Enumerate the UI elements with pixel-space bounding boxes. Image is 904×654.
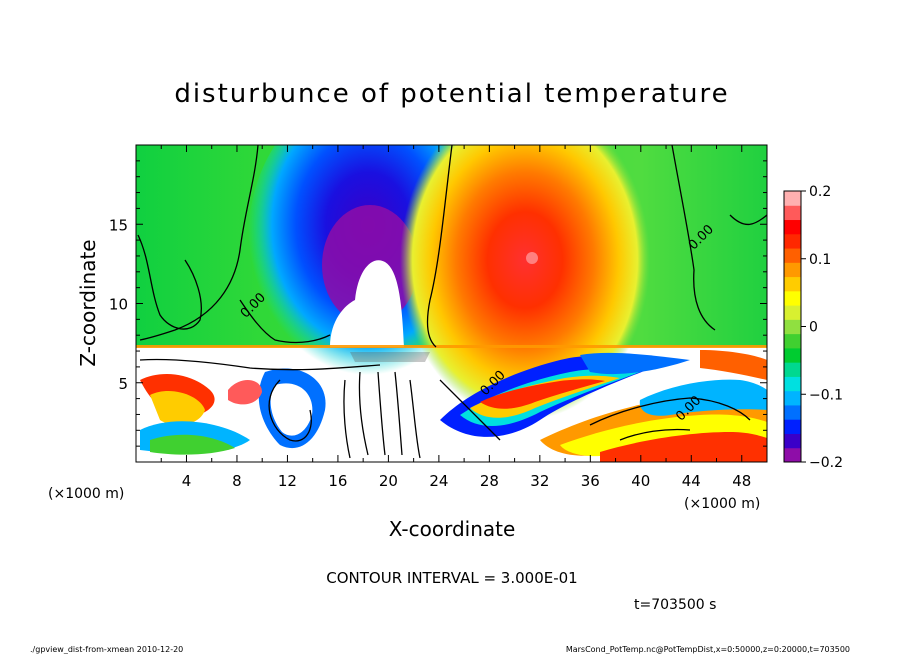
- contour-interval: CONTOUR INTERVAL = 3.000E-01: [326, 569, 577, 587]
- x-unit-right: (×1000 m): [684, 496, 760, 512]
- x-unit-left: (×1000 m): [48, 486, 124, 502]
- y-tick-label: 15: [109, 216, 128, 234]
- colorbar-swatch: [784, 362, 801, 377]
- colorbar-swatch: [784, 305, 801, 320]
- colorbar-swatch: [784, 447, 801, 463]
- x-tick-label: 16: [328, 472, 347, 490]
- colorbar-swatch: [784, 404, 801, 420]
- y-tick-label: 10: [109, 296, 128, 314]
- x-tick-label: 28: [480, 472, 499, 490]
- colorbar-tick-label: −0.2: [809, 455, 843, 471]
- colorbar-tick-label: −0.1: [809, 387, 843, 403]
- footer-left: ./gpview_dist-from-xmean 2010-12-20: [30, 645, 183, 654]
- colorbar-swatch: [784, 276, 801, 292]
- colorbar-tick-label: 0: [809, 320, 818, 336]
- colorbar: [783, 190, 802, 463]
- colorbar-tick-label: 0.2: [809, 184, 831, 200]
- positive-anomaly: [400, 145, 650, 420]
- x-axis: 4 8 12 16 20 24 28 32 36 40 44 48: [135, 145, 768, 490]
- x-tick-label: 8: [232, 472, 242, 490]
- y-tick-label: 5: [118, 375, 128, 393]
- x-tick-label: 4: [182, 472, 192, 490]
- colorbar-swatch: [784, 262, 801, 278]
- colorbar-tick-label: 0.1: [809, 252, 831, 268]
- x-tick-label: 44: [682, 472, 701, 490]
- colorbar-swatch: [784, 319, 801, 335]
- x-tick-label: 20: [379, 472, 398, 490]
- colorbar-swatch: [784, 290, 801, 306]
- positive-anomaly-peak: [526, 252, 538, 264]
- footer-right: MarsCond_PotTemp.nc@PotTempDist,x=0:5000…: [566, 645, 850, 654]
- colorbar-swatch: [784, 376, 801, 392]
- colorbar-swatch: [784, 390, 801, 406]
- contour-lines: [137, 145, 767, 459]
- x-tick-label: 48: [732, 472, 751, 490]
- x-axis-label: X-coordinate: [389, 517, 516, 541]
- colorbar-swatch: [784, 419, 801, 434]
- colorbar-ticks: 0.2 0.1 0 −0.1 −0.2: [801, 184, 843, 471]
- heatmap-field: [136, 145, 767, 462]
- x-tick-label: 32: [530, 472, 549, 490]
- x-tick-label: 40: [631, 472, 650, 490]
- colorbar-swatch: [784, 333, 801, 349]
- colorbar-swatch: [784, 433, 801, 449]
- time-label: t=703500 s: [634, 597, 716, 613]
- y-axis: 5 10 15: [109, 144, 767, 463]
- colorbar-swatch: [784, 347, 801, 363]
- saturated-negative-blob: [330, 260, 404, 347]
- layer-boundary: [136, 345, 767, 348]
- y-axis-label: Z-coordinate: [76, 239, 100, 366]
- colorbar-swatch: [784, 219, 801, 235]
- colorbar-swatch: [784, 233, 801, 249]
- x-tick-label: 36: [581, 472, 600, 490]
- colorbar-swatch: [784, 191, 801, 206]
- colorbar-swatch: [784, 248, 801, 263]
- x-tick-label: 24: [429, 472, 448, 490]
- chart-title: disturbunce of potential temperature: [174, 79, 729, 109]
- x-tick-label: 12: [278, 472, 297, 490]
- colorbar-swatch: [784, 205, 801, 221]
- lower-layer-structures: [140, 350, 767, 462]
